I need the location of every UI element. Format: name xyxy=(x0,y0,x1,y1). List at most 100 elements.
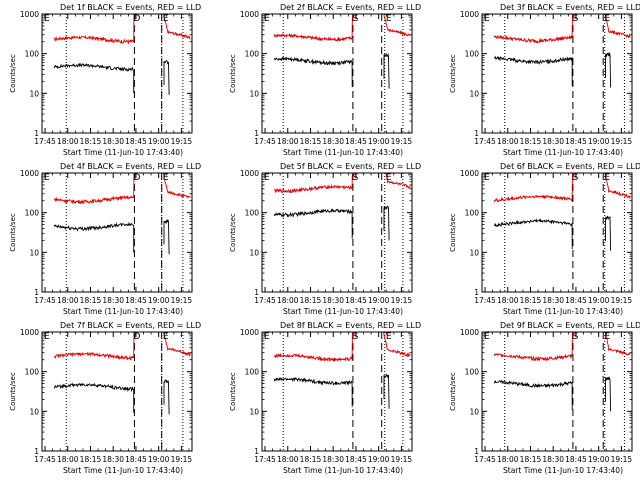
chart-panel: Det 5f BLACK = Events, RED = LLD Counts/s… xyxy=(229,162,421,316)
x-tick-label: 18:45 xyxy=(125,455,147,464)
event-marker-label: E xyxy=(484,173,490,183)
plot-frame xyxy=(261,13,413,134)
x-tick-label: 17:45 xyxy=(474,296,496,305)
black-events-trace xyxy=(383,373,390,409)
plot-area xyxy=(53,332,191,451)
chart-title: Det 1f BLACK = Events, RED = LLD xyxy=(60,3,201,12)
y-tick-label: 10 xyxy=(469,248,479,257)
event-marker-label: E xyxy=(163,173,169,183)
event-marker-label: D xyxy=(133,14,140,24)
x-tick-label: 19:00 xyxy=(368,137,390,146)
y-tick-label: 10 xyxy=(469,89,479,98)
plot-area xyxy=(53,14,191,133)
red-lld-trace xyxy=(53,332,135,361)
red-lld-trace xyxy=(163,332,191,357)
black-events-trace xyxy=(605,51,612,88)
chart-title: Det 9f BLACK = Events, RED = LLD xyxy=(500,321,640,330)
chart-title: Det 8f BLACK = Events, RED = LLD xyxy=(280,321,421,330)
plot-area xyxy=(493,14,631,133)
x-tick-label: 19:15 xyxy=(611,137,633,146)
plot-area xyxy=(273,14,411,133)
y-tick-label: 100 xyxy=(25,209,40,218)
y-axis-label: Counts/sec xyxy=(449,54,457,93)
black-events-trace xyxy=(383,52,390,89)
x-tick-label: 18:00 xyxy=(277,296,299,305)
event-marker-label: S xyxy=(573,14,579,24)
y-axis-label: Counts/sec xyxy=(229,54,237,93)
red-lld-trace xyxy=(273,332,353,363)
x-tick-label: 19:00 xyxy=(588,137,610,146)
x-tick-label: 18:30 xyxy=(322,455,344,464)
black-events-trace xyxy=(163,219,170,255)
x-tick-label: 18:45 xyxy=(125,296,147,305)
y-tick-label: 1 xyxy=(474,288,479,297)
x-tick-label: 18:15 xyxy=(520,137,542,146)
y-tick-label: 1 xyxy=(34,447,39,456)
x-axis-label: Start Time (11-Jun-10 17:43:40) xyxy=(503,148,623,157)
x-tick-label: 18:00 xyxy=(497,296,519,305)
event-marker-label: S xyxy=(573,173,579,183)
black-events-trace xyxy=(493,55,573,86)
x-tick-label: 18:15 xyxy=(300,137,322,146)
chart-title: Det 3f BLACK = Events, RED = LLD xyxy=(500,3,640,12)
plot-area xyxy=(493,332,631,451)
red-lld-trace xyxy=(54,173,135,205)
x-tick-label: 17:45 xyxy=(254,296,276,305)
y-tick-label: 100 xyxy=(465,209,480,218)
red-lld-trace xyxy=(273,14,353,43)
plot-area xyxy=(53,173,191,292)
y-tick-label: 1000 xyxy=(460,10,479,19)
x-axis-label: Start Time (11-Jun-10 17:43:40) xyxy=(63,307,183,316)
event-marker-label: E xyxy=(163,332,169,342)
x-tick-label: 19:00 xyxy=(368,296,390,305)
x-tick-label: 18:15 xyxy=(80,296,102,305)
x-tick-label: 18:30 xyxy=(322,137,344,146)
y-tick-label: 1000 xyxy=(20,10,39,19)
x-tick-label: 18:00 xyxy=(277,455,299,464)
event-marker-label: E xyxy=(264,173,270,183)
x-tick-label: 19:00 xyxy=(588,296,610,305)
x-tick-label: 18:00 xyxy=(277,137,299,146)
event-marker-label: E xyxy=(44,332,50,342)
red-lld-trace xyxy=(383,332,411,358)
x-tick-label: 18:45 xyxy=(125,137,147,146)
plot-frame xyxy=(261,331,413,452)
black-events-trace xyxy=(273,56,353,87)
event-marker-label: E xyxy=(163,14,169,24)
x-tick-label: 18:30 xyxy=(542,296,564,305)
x-tick-label: 19:15 xyxy=(391,455,413,464)
event-marker-label: S xyxy=(353,332,359,342)
x-tick-label: 19:15 xyxy=(611,296,633,305)
x-tick-label: 18:30 xyxy=(542,455,564,464)
x-tick-label: 17:45 xyxy=(34,455,56,464)
x-tick-label: 18:30 xyxy=(102,455,124,464)
y-tick-label: 10 xyxy=(469,407,479,416)
y-tick-label: 10 xyxy=(249,89,259,98)
y-tick-label: 100 xyxy=(245,50,260,59)
event-marker-label: E xyxy=(604,332,610,342)
chart-panel: Det 3f BLACK = Events, RED = LLD Counts/s… xyxy=(449,3,640,157)
y-axis-label: Counts/sec xyxy=(229,213,237,252)
y-tick-label: 1000 xyxy=(240,328,259,337)
event-marker-label: S xyxy=(353,14,359,24)
y-tick-label: 10 xyxy=(249,407,259,416)
y-tick-label: 100 xyxy=(25,368,40,377)
y-tick-label: 1000 xyxy=(460,169,479,178)
y-tick-label: 1 xyxy=(474,129,479,138)
chart-title: Det 7f BLACK = Events, RED = LLD xyxy=(60,321,201,330)
y-tick-label: 100 xyxy=(465,368,480,377)
black-events-trace xyxy=(605,376,612,412)
chart-panel: Det 6f BLACK = Events, RED = LLD Counts/s… xyxy=(449,162,640,316)
event-marker-label: E xyxy=(386,173,392,183)
x-tick-label: 18:30 xyxy=(102,296,124,305)
black-events-trace xyxy=(383,205,390,241)
event-marker-label: E xyxy=(604,14,610,24)
x-tick-label: 18:15 xyxy=(520,296,542,305)
x-tick-label: 17:45 xyxy=(254,137,276,146)
y-tick-label: 1 xyxy=(254,129,259,138)
y-axis-label: Counts/sec xyxy=(229,372,237,411)
red-lld-trace xyxy=(383,14,411,37)
y-tick-label: 1 xyxy=(254,288,259,297)
chart-panel: Det 1f BLACK = Events, RED = LLD Counts/s… xyxy=(9,3,201,157)
